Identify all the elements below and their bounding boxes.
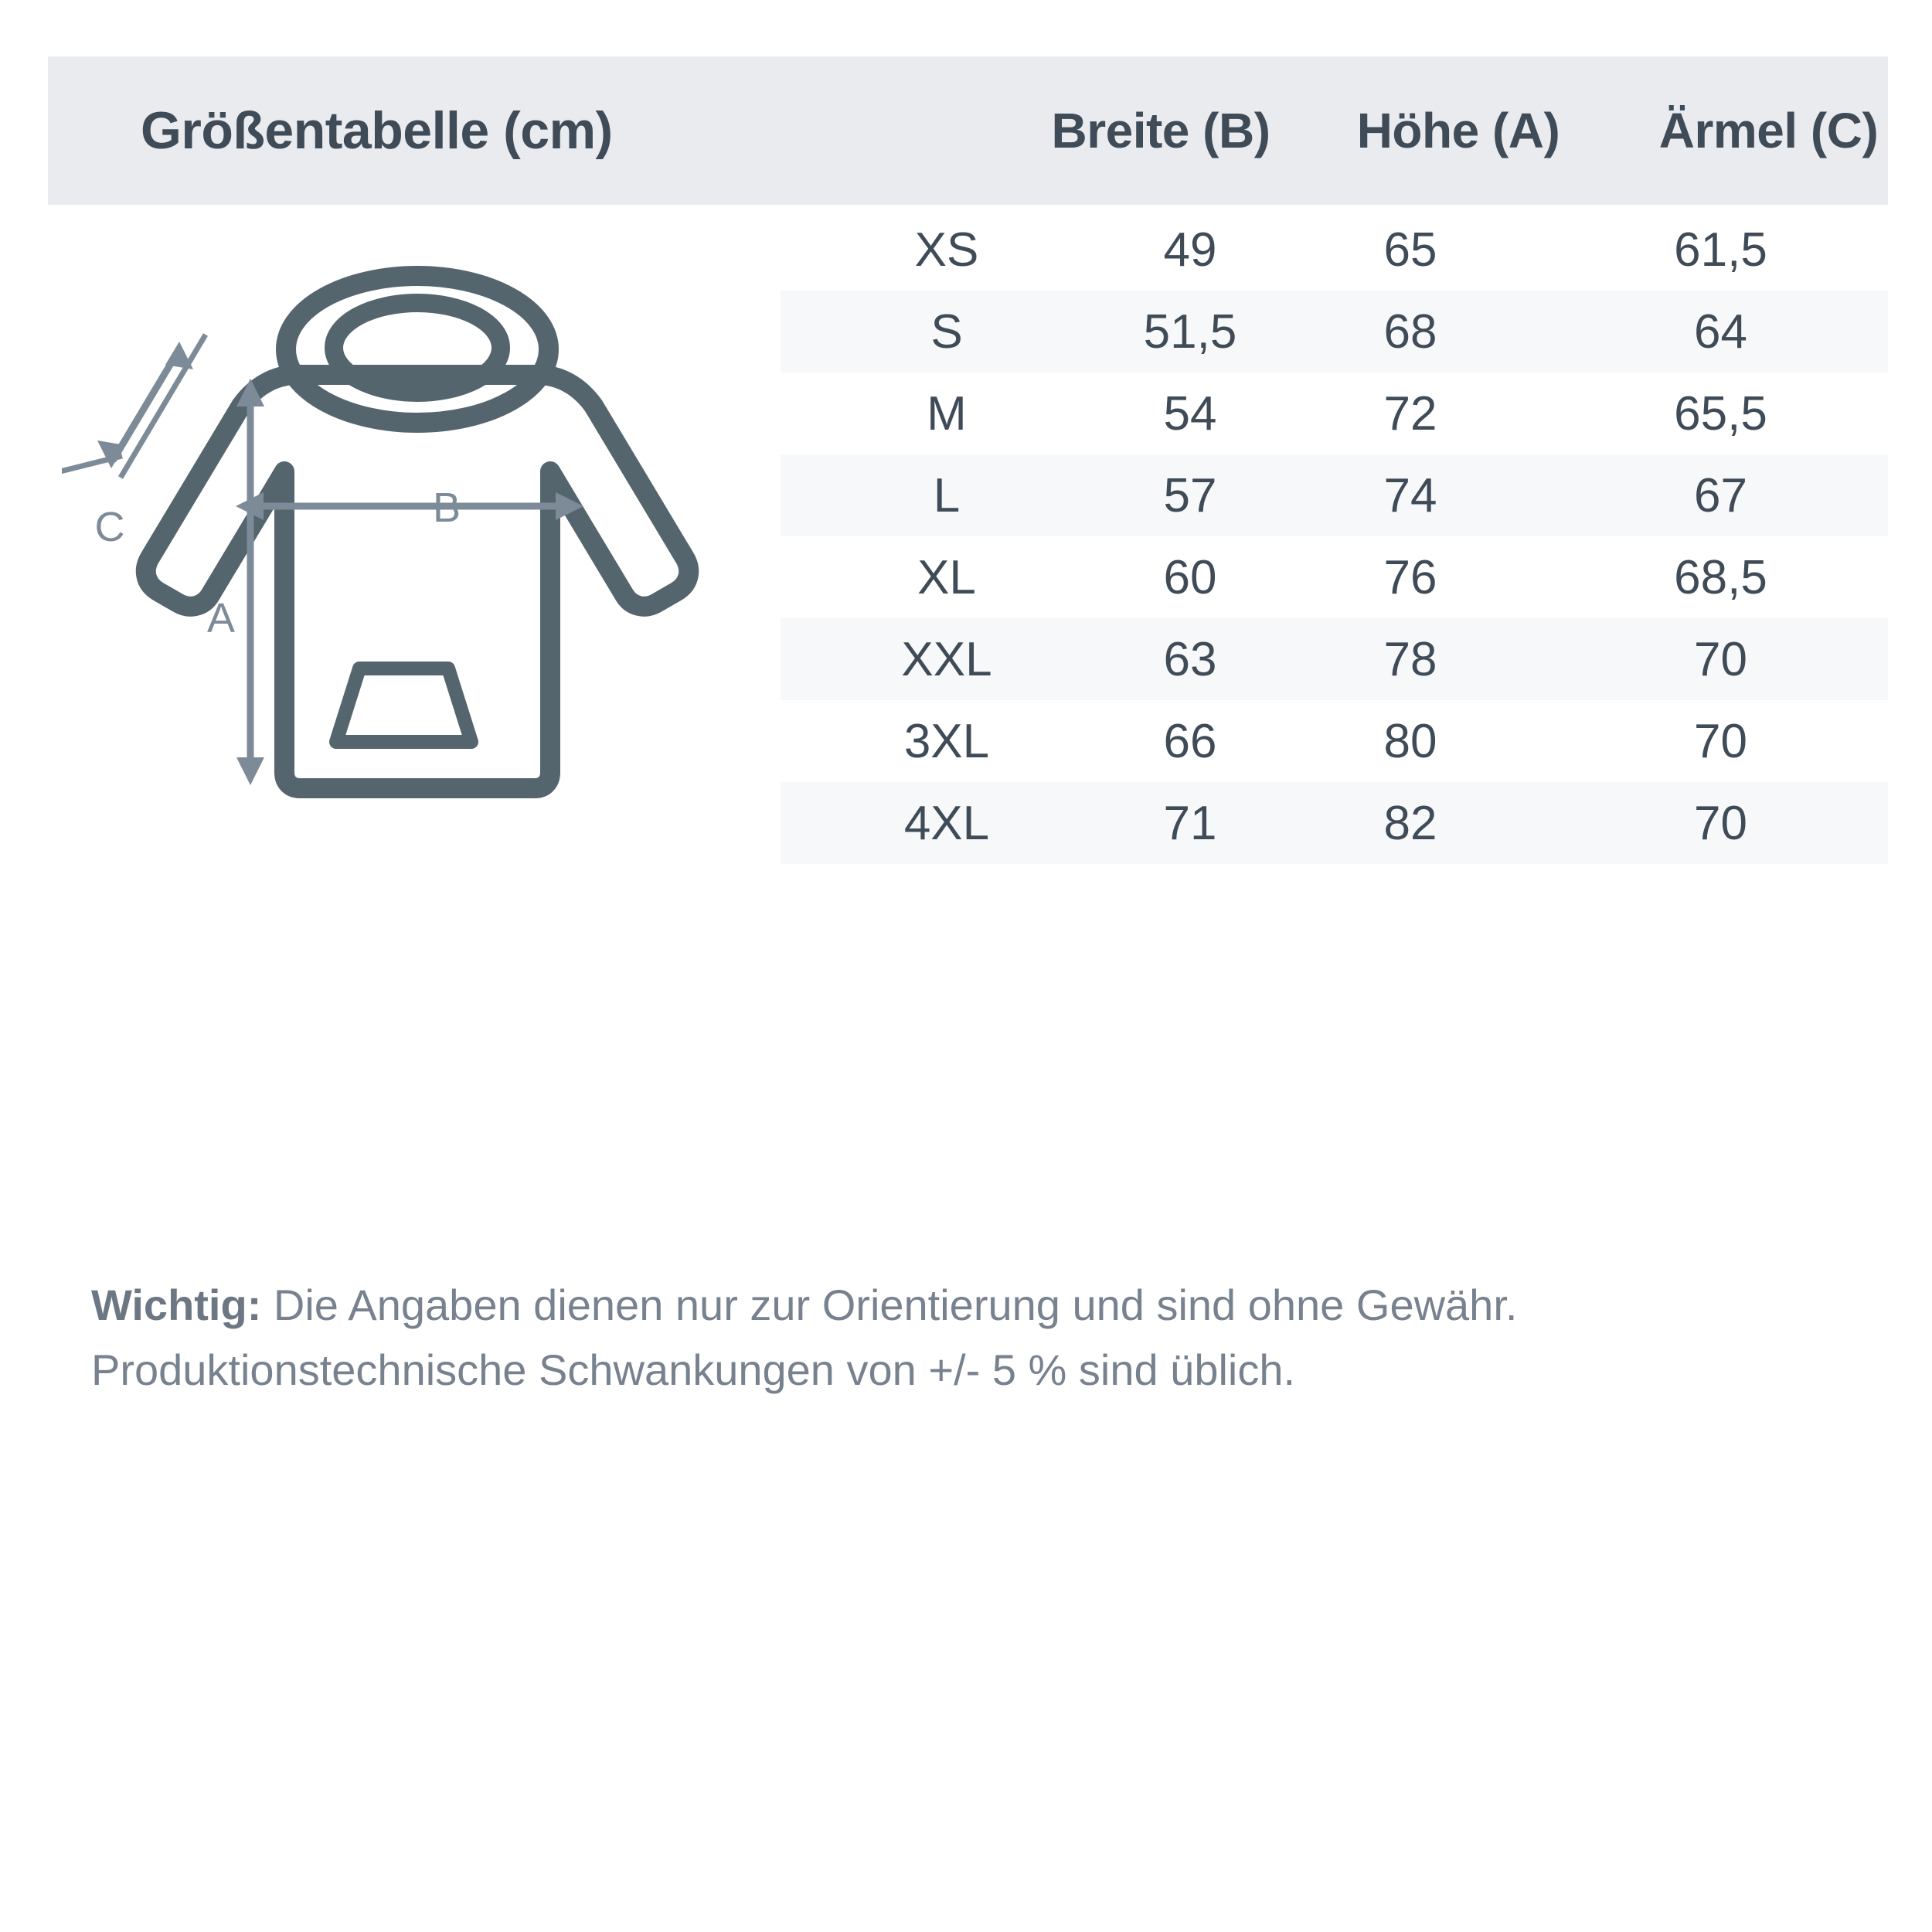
page-title: Größentabelle (cm) [141,101,613,160]
hoodie-icon [135,266,699,798]
cell-aermel: 67 [1694,468,1747,522]
cell-size: L [933,468,961,522]
cell-hoehe: 68 [1383,304,1437,359]
cell-breite: 49 [1163,223,1217,277]
column-header-breite: Breite (B) [1051,103,1270,158]
footnote: Wichtig: Die Angaben dienen nur zur Orie… [91,1273,1892,1403]
table-header-band: Größentabelle (cm) Breite (B) Höhe (A) Ä… [48,56,1888,205]
hood-inner [325,294,510,402]
cell-aermel: 64 [1694,304,1747,359]
sleeve-tick-top [117,333,209,479]
hoodie-body-outline [135,365,699,798]
cell-size: XXL [901,632,992,686]
cell-aermel: 70 [1694,796,1747,850]
width-arrow-right [556,492,583,520]
cell-aermel: 65,5 [1674,386,1767,440]
cell-size: M [927,386,967,440]
table-row: 4XL 71 82 70 [781,782,1888,864]
cell-breite: 60 [1163,550,1217,604]
cell-hoehe: 65 [1383,223,1437,277]
cell-size: 4XL [903,796,990,850]
cell-breite: 66 [1163,714,1217,768]
footnote-lead: Wichtig: [91,1281,262,1329]
sleeve-dimension-line [110,347,182,463]
cell-hoehe: 82 [1383,796,1437,850]
cell-hoehe: 74 [1383,468,1437,522]
kangaroo-pocket [329,662,478,749]
height-arrow-top [236,379,264,406]
cell-aermel: 70 [1694,632,1747,686]
cell-size: XS [914,223,979,277]
cell-aermel: 68,5 [1674,550,1767,604]
table-row: XS 49 65 61,5 [781,209,1888,291]
cell-breite: 63 [1163,632,1217,686]
cell-hoehe: 80 [1383,714,1437,768]
cell-size: 3XL [903,714,990,768]
size-table: XS 49 65 61,5 S 51,5 68 64 M 54 72 65,5 L 57 74 67 XL 60 7… [781,209,1888,864]
table-row: 3XL 66 80 70 [781,700,1888,782]
cell-size: S [930,304,963,359]
hood-outer [276,266,559,433]
cell-breite: 51,5 [1143,304,1237,359]
cell-size: XL [917,550,976,604]
table-row: M 54 72 65,5 [781,372,1888,454]
cell-hoehe: 78 [1383,632,1437,686]
table-row: XL 60 76 68,5 [781,536,1888,618]
cell-breite: 71 [1163,796,1217,850]
column-header-aermel: Ärmel (C) [1658,103,1879,158]
width-arrow-left [236,492,264,520]
table-row: S 51,5 68 64 [781,291,1888,372]
footnote-text: Die Angaben dienen nur zur Orientierung … [91,1281,1518,1394]
sleeve-arrow-top [165,342,193,369]
width-label: B [433,485,461,531]
table-row: L 57 74 67 [781,454,1888,536]
dimension-annotations: C A B [62,333,583,785]
table-row: XXL 63 78 70 [781,618,1888,700]
cell-aermel: 70 [1694,714,1747,768]
cell-hoehe: 76 [1383,550,1437,604]
column-header-hoehe: Höhe (A) [1356,103,1560,158]
height-label: A [207,595,235,641]
column-headers: Breite (B) Höhe (A) Ärmel (C) [1006,56,1932,205]
cell-breite: 54 [1163,386,1217,440]
hoodie-measurement-diagram: C A B [62,232,757,819]
cell-breite: 57 [1163,468,1217,522]
sleeve-label: C [95,504,125,550]
height-arrow-bottom [236,757,264,785]
cell-aermel: 61,5 [1674,223,1767,277]
sleeve-arrow-bottom [97,440,125,468]
cell-hoehe: 72 [1383,386,1437,440]
